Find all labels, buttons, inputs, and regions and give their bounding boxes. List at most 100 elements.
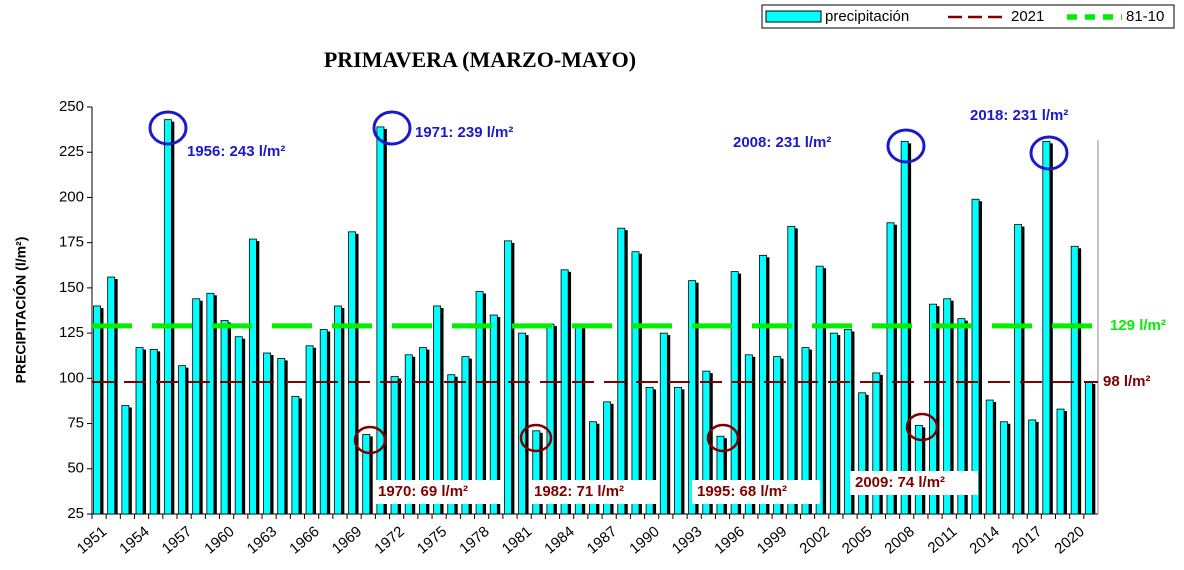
bar-shadow (1048, 143, 1053, 514)
bar-shadow (963, 320, 968, 514)
bar (872, 372, 881, 515)
bar-shadow (524, 335, 529, 514)
bar (376, 126, 385, 515)
bar-shadow (850, 331, 855, 514)
annotation-box (373, 480, 501, 504)
bar-shadow (652, 389, 657, 514)
bar-shadow (737, 273, 742, 514)
bar (234, 336, 243, 515)
bar-shadow (793, 228, 798, 515)
legend-label: 2021 (1011, 8, 1044, 25)
bar-shadow (893, 224, 897, 514)
bar-shadow (212, 295, 217, 514)
bar (759, 254, 767, 515)
bar (730, 271, 739, 515)
bar (1028, 419, 1037, 515)
bar-shadow (496, 317, 501, 514)
bar (319, 329, 328, 515)
bar (121, 405, 130, 515)
bar-shadow (609, 403, 614, 514)
x-tick-label: 1996 (711, 523, 747, 557)
bar (404, 354, 413, 515)
bar-shadow (99, 307, 104, 514)
x-tick-label: 1954 (116, 523, 152, 557)
bar (773, 356, 782, 515)
legend-label: precipitación (825, 8, 909, 25)
bar (518, 332, 527, 515)
x-tick-label: 1993 (669, 523, 705, 557)
bar-shadow (1077, 248, 1082, 515)
bar (163, 119, 172, 515)
bar (829, 332, 838, 515)
x-tick-label: 1978 (456, 523, 492, 557)
bar-shadow (694, 282, 699, 514)
y-tick-label: 50 (67, 460, 84, 477)
bar-shadow (992, 402, 997, 514)
bar (815, 265, 824, 515)
y-tick-label: 175 (59, 234, 84, 251)
y-axis-label: PRECIPITACIÓN (l/m²) (12, 237, 29, 384)
bar-shadow (907, 143, 912, 514)
bar (617, 227, 626, 515)
chart-title: PRIMAVERA (MARZO-MAYO) (324, 47, 636, 72)
bar (135, 347, 144, 515)
bar-shadow (198, 300, 203, 514)
x-tick-label: 2002 (796, 523, 832, 557)
bar-shadow (326, 331, 331, 514)
annotation-box (529, 480, 657, 504)
bar-shadow (283, 360, 288, 514)
bar-shadow (127, 407, 132, 514)
bar (1070, 245, 1079, 515)
x-tick-label: 1963 (244, 523, 280, 557)
bar (149, 348, 158, 515)
bar (475, 291, 484, 515)
bar (178, 365, 186, 515)
bar (603, 401, 612, 515)
annotation-circle (1029, 135, 1069, 171)
bar (263, 352, 272, 515)
bar (461, 356, 470, 515)
x-tick-label: 2005 (839, 523, 875, 557)
x-tick-label: 2011 (925, 523, 961, 557)
bar-shadow (978, 201, 982, 514)
bar (659, 332, 668, 515)
y-tick-label: 75 (67, 415, 84, 432)
bar-shadow (921, 427, 926, 514)
bar-shadow (779, 358, 784, 514)
bar-shadow (1091, 383, 1096, 514)
x-tick-label: 1990 (626, 523, 662, 557)
x-tick-label: 1975 (414, 523, 450, 557)
bar (192, 298, 201, 515)
bar-shadow (581, 326, 586, 514)
bar (418, 347, 427, 515)
bar (433, 305, 442, 515)
bar-shadow (808, 349, 812, 514)
annotation-circle (353, 425, 387, 455)
y-tick-label: 150 (59, 279, 84, 296)
legend-swatch (765, 10, 822, 23)
bar (645, 386, 654, 515)
x-tick-label: 1951 (74, 523, 110, 557)
bar-shadow (1006, 423, 1011, 514)
bar-shadow (595, 423, 600, 514)
bar-shadow (623, 230, 628, 514)
bar (801, 347, 810, 515)
bar-shadow (666, 335, 671, 514)
bar (1056, 408, 1065, 515)
y-tick-label: 225 (59, 143, 84, 160)
bar-shadow (878, 374, 883, 514)
bar (787, 225, 796, 515)
bar (886, 222, 895, 515)
annotation: 1971: 239 l/m² (415, 124, 513, 141)
bar (532, 430, 541, 515)
bar (589, 421, 597, 515)
annotation-circle (372, 110, 412, 146)
bar (929, 303, 937, 515)
bar (333, 305, 342, 515)
bar (489, 314, 498, 515)
bar-shadow (227, 322, 232, 514)
bar-shadow (723, 438, 727, 514)
annotation-box (692, 480, 820, 504)
x-tick-label: 2008 (881, 523, 917, 557)
bar-shadow (482, 293, 487, 514)
